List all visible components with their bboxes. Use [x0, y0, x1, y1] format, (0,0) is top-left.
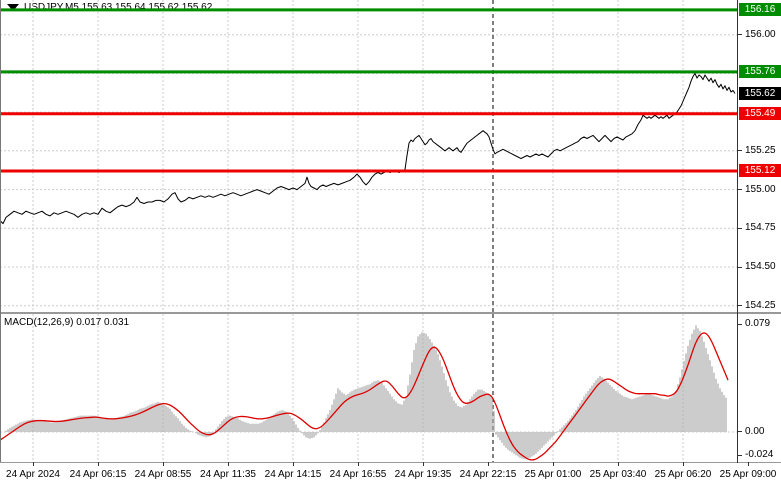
time-axis-tick [748, 462, 749, 466]
time-axis-tick [358, 462, 359, 466]
price-line-badge: 155.62 [739, 87, 781, 101]
time-axis-tick [228, 462, 229, 466]
time-axis-label: 24 Apr 08:55 [134, 469, 192, 480]
time-axis-tick [553, 462, 554, 466]
panel-separator[interactable] [0, 312, 781, 314]
time-axis-label: 25 Apr 03:40 [589, 469, 647, 480]
price-series-line [0, 72, 736, 225]
price-axis-label: 154.75 [745, 222, 776, 234]
bottom-axis-line [0, 462, 781, 463]
symbol-ohlc-text: USDJPY,M5 155.63 155.64 155.62 155.62 [24, 2, 213, 13]
symbol-marker-icon [7, 4, 19, 11]
price-axis-label: 155.00 [745, 183, 776, 195]
time-axis-tick [488, 462, 489, 466]
price-line-badge: 155.12 [739, 164, 781, 178]
price-axis-label: 156.00 [745, 28, 776, 40]
time-axis-label: 24 Apr 06:15 [69, 469, 127, 480]
macd-axis-tick [737, 323, 742, 325]
price-axis-label: 155.25 [745, 144, 776, 156]
time-axis-tick [618, 462, 619, 466]
price-axis-label: 154.50 [745, 261, 776, 272]
left-border [0, 0, 1, 462]
price-line-badge: 156.16 [739, 3, 781, 17]
price-chart-canvas[interactable] [0, 0, 737, 313]
macd-axis-tick [737, 454, 742, 456]
time-axis-tick [98, 462, 99, 466]
price-axis-tick [737, 305, 742, 307]
time-axis-label: 24 Apr 22:15 [459, 469, 517, 480]
time-axis-tick [423, 462, 424, 466]
time-axis-label: 24 Apr 11:35 [200, 469, 256, 480]
macd-signal-line [0, 332, 729, 461]
time-axis-tick [163, 462, 164, 466]
price-axis-tick [737, 266, 742, 268]
price-axis-tick [737, 150, 742, 152]
time-axis-label: 24 Apr 14:15 [264, 469, 322, 480]
price-axis-label: 154.25 [745, 299, 776, 311]
price-line-badge: 155.76 [739, 65, 781, 79]
price-axis-tick [737, 189, 742, 191]
macd-axis-label: 0.00 [745, 425, 765, 437]
time-axis-label: 25 Apr 06:20 [654, 469, 712, 480]
time-axis-label: 25 Apr 09:00 [719, 469, 777, 480]
macd-histogram [5, 325, 727, 460]
time-axis-label: 24 Apr 16:55 [329, 469, 387, 480]
macd-axis-tick [737, 431, 742, 433]
macd-axis-label: -0.024 [745, 449, 774, 460]
price-axis-line [737, 0, 738, 463]
macd-axis-label: 0.079 [745, 318, 771, 330]
chart-title: USDJPY,M5 155.63 155.64 155.62 155.62 [7, 2, 212, 13]
price-axis-tick [737, 34, 742, 36]
time-axis-tick [293, 462, 294, 466]
price-axis-tick [737, 227, 742, 229]
time-axis-label: 25 Apr 01:00 [524, 469, 582, 480]
price-line-badge: 155.49 [739, 107, 781, 121]
time-axis-label: 24 Apr 19:35 [394, 469, 452, 480]
macd-indicator-label: MACD(12,26,9) 0.017 0.031 [4, 317, 130, 328]
macd-chart-canvas[interactable] [0, 314, 737, 462]
time-axis-label: 24 Apr 2024 [6, 469, 60, 480]
time-axis-tick [33, 462, 34, 466]
time-axis-tick [683, 462, 684, 466]
